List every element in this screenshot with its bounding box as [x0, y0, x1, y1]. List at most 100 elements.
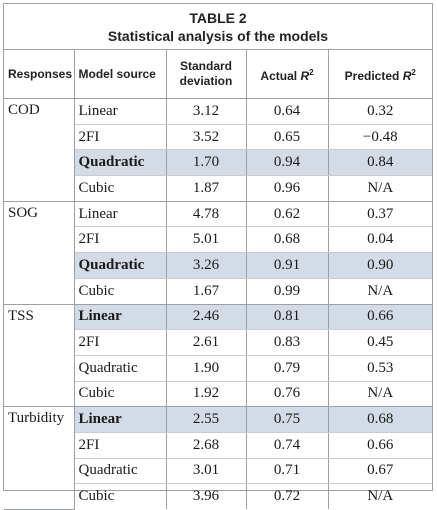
- table-body: COD Linear 3.12 0.64 0.32 2FI 3.52 0.65 −0.48 Qua…: [4, 98, 432, 510]
- response-cell: TSS: [4, 304, 75, 408]
- response-cell: COD: [4, 98, 75, 202]
- actual-r2-cell: 0.96: [246, 175, 329, 202]
- predicted-r2-cell: 0.53: [328, 355, 432, 382]
- table-row: Cubic 1.67 0.99 N/A: [4, 278, 432, 305]
- predicted-r2-cell: 0.37: [328, 201, 432, 228]
- predicted-r2-cell: N/A: [328, 175, 432, 202]
- actual-r2-cell: 0.94: [246, 149, 329, 177]
- std-cell: 2.55: [166, 406, 247, 433]
- std-cell: 2.46: [166, 304, 247, 331]
- predicted-r2-cell: 0.66: [328, 304, 432, 331]
- std-cell: 3.26: [166, 252, 247, 279]
- predicted-r2-cell: −0.48: [328, 124, 432, 151]
- predicted-r2-cell: N/A: [328, 278, 432, 305]
- table-row: Quadratic 3.26 0.91 0.90: [4, 252, 432, 279]
- model-cell: Cubic: [74, 381, 167, 408]
- header-actual-var: R: [300, 68, 310, 83]
- predicted-r2-cell: 0.32: [328, 98, 432, 125]
- header-model-source: Model source: [74, 50, 167, 99]
- table-row: 2FI 5.01 0.68 0.04: [4, 226, 432, 254]
- model-cell: Linear: [74, 406, 167, 433]
- model-cell: Quadratic: [74, 355, 167, 382]
- model-cell: Linear: [74, 98, 167, 125]
- actual-r2-cell: 0.99: [246, 278, 329, 305]
- std-cell: 1.87: [166, 175, 247, 202]
- actual-r2-cell: 0.76: [246, 381, 329, 408]
- actual-r2-cell: 0.91: [246, 252, 329, 279]
- actual-r2-cell: 0.74: [246, 432, 329, 459]
- table-row: TSS Linear 2.46 0.81 0.66: [4, 304, 432, 408]
- predicted-r2-cell: 0.84: [328, 149, 432, 177]
- std-cell: 2.68: [166, 432, 247, 459]
- header-responses: Responses: [4, 50, 75, 99]
- table-row: Quadratic 1.90 0.79 0.53: [4, 355, 432, 382]
- model-cell: Linear: [74, 304, 167, 331]
- model-cell: Cubic: [74, 175, 167, 202]
- table-row: Quadratic 3.01 0.71 0.67: [4, 458, 432, 485]
- model-cell: Quadratic: [74, 458, 167, 485]
- table-row: Cubic 1.92 0.76 N/A: [4, 381, 432, 408]
- header-standard-deviation: Standard deviation: [166, 50, 247, 99]
- std-cell: 3.12: [166, 98, 247, 125]
- header-std-line1: Standard: [179, 59, 232, 73]
- predicted-r2-cell: N/A: [328, 381, 432, 408]
- table-title: Statistical analysis of the models: [107, 28, 329, 44]
- table-row: Quadratic 1.70 0.94 0.84: [4, 149, 432, 177]
- std-cell: 1.67: [166, 278, 247, 305]
- std-cell: 2.61: [166, 329, 247, 356]
- predicted-r2-cell: 0.68: [328, 406, 432, 433]
- model-cell: Quadratic: [74, 149, 167, 177]
- actual-r2-cell: 0.79: [246, 355, 329, 382]
- header-predicted-var: R: [402, 68, 412, 83]
- predicted-r2-cell: N/A: [367, 488, 394, 505]
- predicted-r2-cell: 0.67: [328, 458, 432, 485]
- std-cell: 3.52: [166, 124, 247, 151]
- actual-r2-cell: 0.75: [246, 406, 329, 433]
- table-row: SOG Linear 4.78 0.62 0.37: [4, 201, 432, 305]
- header-actual-r2: Actual R2: [246, 50, 329, 99]
- std-cell: 5.01: [166, 226, 247, 254]
- response-cell: Turbidity: [4, 406, 75, 510]
- actual-r2-cell: 0.68: [246, 226, 329, 254]
- predicted-r2-cell: 0.66: [328, 432, 432, 459]
- table-row: 2FI 2.61 0.83 0.45: [4, 329, 432, 356]
- response-cell: SOG: [4, 201, 75, 305]
- table-row: 2FI 3.52 0.65 −0.48: [4, 124, 432, 151]
- actual-r2-cell: 0.83: [246, 329, 329, 356]
- std-cell: 1.92: [166, 381, 247, 408]
- model-cell: Quadratic: [74, 252, 167, 279]
- table-label: TABLE 2: [189, 10, 247, 26]
- table-caption: TABLE 2 Statistical analysis of the mode…: [4, 4, 432, 50]
- table-row: 2FI 2.68 0.74 0.66: [4, 432, 432, 459]
- predicted-r2-cell: 0.04: [328, 226, 432, 254]
- model-cell: 2FI: [74, 329, 167, 356]
- model-cell: 2FI: [74, 124, 167, 151]
- predicted-r2-cell: 0.90: [328, 252, 432, 279]
- actual-r2-cell: 0.71: [246, 458, 329, 485]
- model-cell: Cubic: [74, 483, 167, 509]
- std-cell: 4.78: [166, 201, 247, 228]
- table-row: Turbidity Linear 2.55 0.75 0.68: [4, 406, 432, 510]
- std-cell: 3.01: [166, 458, 247, 485]
- model-cell: Linear: [74, 201, 167, 228]
- actual-r2-cell: 0.81: [246, 304, 329, 331]
- model-cell: 2FI: [74, 226, 167, 254]
- header-row: Responses Model source Standard deviatio…: [4, 50, 432, 99]
- header-actual-prefix: Actual: [260, 68, 301, 83]
- actual-r2-cell: 0.62: [246, 201, 329, 228]
- model-cell: Cubic: [74, 278, 167, 305]
- actual-r2-cell: 0.64: [246, 98, 329, 125]
- table-frame: TABLE 2 Statistical analysis of the mode…: [3, 3, 433, 510]
- std-cell: 1.90: [166, 355, 247, 382]
- std-cell: 3.96: [166, 483, 247, 509]
- header-std-line2: deviation: [179, 74, 233, 88]
- predicted-r2-cell: 0.45: [328, 329, 432, 356]
- std-cell: 1.70: [166, 149, 247, 177]
- table-row: COD Linear 3.12 0.64 0.32: [4, 98, 432, 202]
- header-actual-sup: 2: [309, 67, 314, 77]
- statistics-table: Responses Model source Standard deviatio…: [4, 50, 432, 510]
- header-predicted-r2: Predicted R2: [328, 50, 432, 99]
- model-cell: 2FI: [74, 432, 167, 459]
- table-row: Cubic 1.87 0.96 N/A: [4, 175, 432, 202]
- header-predicted-sup: 2: [411, 67, 416, 77]
